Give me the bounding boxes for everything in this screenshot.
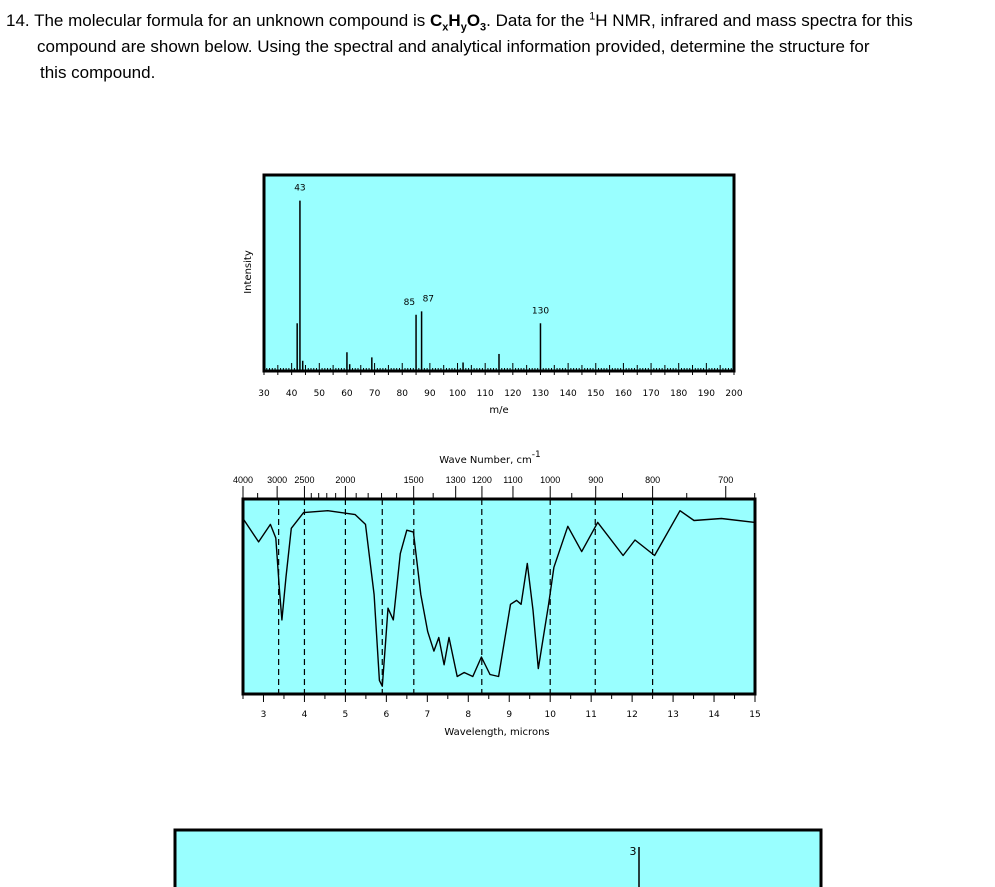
ms-tick-label: 30 (258, 389, 270, 399)
ir-bottom-tick-label: 13 (667, 710, 678, 720)
ms-tick-label: 160 (615, 389, 632, 399)
ir-trace (242, 510, 756, 687)
ir-bottom-tick-label: 8 (465, 710, 471, 720)
ms-plot-frame (262, 173, 736, 373)
ir-top-label: Wave Number, cm-1 (439, 450, 540, 466)
ir-plot-frame (241, 497, 757, 696)
ir-bottom-tick-label: 5 (343, 710, 349, 720)
ir-bottom-tick-label: 3 (261, 710, 267, 720)
ir-bottom-tick-label: 4 (302, 710, 308, 720)
ir-top-tick-label: 2000 (335, 475, 355, 485)
ir-bottom-tick-label: 10 (544, 710, 556, 720)
ms-peak-label: 43 (294, 184, 305, 194)
ms-xlabel: m/e (489, 405, 508, 416)
ir-bottom-tick-label: 7 (424, 710, 430, 720)
ir-top-tick-label: 2500 (294, 475, 314, 485)
ms-ylabel: Intensity (243, 250, 254, 294)
ir-bottom-tick-label: 9 (506, 710, 512, 720)
question-line-2: compound are shown below. Using the spec… (37, 37, 870, 56)
ir-bottom-tick-label: 12 (626, 710, 637, 720)
nmr-plot-frame (173, 828, 823, 887)
ms-peak-label: 87 (423, 294, 434, 304)
ir-bottom-tick-label: 6 (383, 710, 389, 720)
ms-peak-label: 85 (404, 298, 415, 308)
question-line-1: 14. The molecular formula for an unknown… (6, 10, 913, 34)
ms-tick-label: 130 (532, 389, 549, 399)
ir-top-tick-label: 3000 (267, 475, 287, 485)
ms-tick-label: 190 (698, 389, 715, 399)
ms-tick-label: 70 (369, 389, 381, 399)
ms-tick-label: 140 (560, 389, 577, 399)
ir-top-tick-label: 700 (718, 475, 733, 485)
ms-tick-label: 150 (587, 389, 604, 399)
question-text: 14. The molecular formula for an unknown… (6, 8, 991, 86)
nmr-spectrum: 3 (173, 828, 823, 887)
ms-peak-label: 130 (532, 306, 549, 316)
ms-tick-label: 80 (397, 389, 409, 399)
ir-bottom-tick-label: 11 (585, 710, 596, 720)
ms-tick-label: 40 (286, 389, 298, 399)
ir-bottom-tick-label: 14 (708, 710, 720, 720)
question-line-3: this compound. (40, 63, 156, 82)
ir-top-tick-label: 4000 (233, 475, 253, 485)
mass-spectrum: Intensity m/e 30 40 50 60 70 80 90 100 110 120 130… (243, 173, 743, 416)
ms-tick-label: 120 (504, 389, 521, 399)
ir-bottom-tick-label: 15 (749, 710, 760, 720)
ms-tick-label: 200 (725, 389, 742, 399)
ir-top-tick-label: 1100 (503, 475, 522, 485)
ms-tick-label: 60 (341, 389, 353, 399)
ir-spectrum: Wave Number, cm-1 Wavelength, microns 3 4… (233, 450, 761, 738)
ir-top-tick-label: 1200 (472, 475, 492, 485)
ms-tick-label: 110 (477, 389, 494, 399)
ir-top-tick-label: 800 (645, 475, 660, 485)
ms-tick-label: 90 (424, 389, 436, 399)
ms-tick-label: 180 (670, 389, 687, 399)
ms-tick-label: 170 (642, 389, 659, 399)
ir-top-tick-label: 1000 (540, 475, 560, 485)
ir-top-tick-label: 1300 (446, 475, 466, 485)
ir-xlabel: Wavelength, microns (444, 727, 549, 738)
nmr-peak-label: 3 (630, 845, 637, 858)
ms-tick-label: 100 (449, 389, 466, 399)
ms-tick-label: 50 (314, 389, 326, 399)
ir-top-tick-label: 1500 (404, 475, 424, 485)
ir-top-tick-label: 900 (588, 475, 603, 485)
